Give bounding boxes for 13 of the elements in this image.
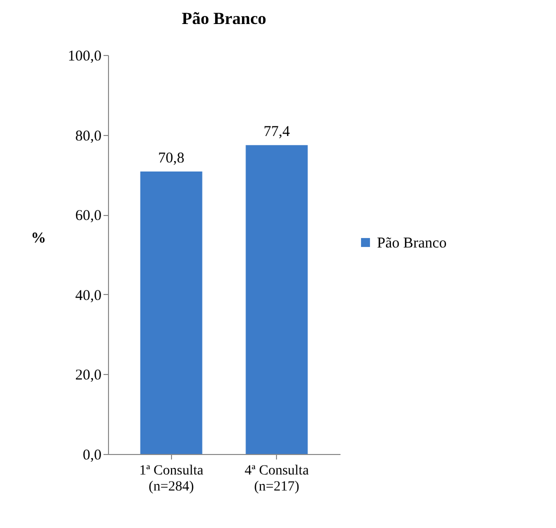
x-tick-label: 4ª Consulta (n=217) (244, 464, 310, 494)
y-tick-label: 100,0 (68, 48, 102, 64)
legend-label: Pão Branco (377, 236, 447, 252)
data-label: 77,4 (264, 124, 290, 140)
data-label: 70,8 (158, 150, 184, 167)
x-tick-label: 1ª Consulta (n=284) (139, 464, 204, 494)
y-axis-title: % (31, 230, 46, 246)
y-tick-label: 20,0 (75, 368, 102, 384)
y-tick-label: 60,0 (75, 208, 102, 224)
y-tick-label: 40,0 (75, 288, 102, 304)
y-tick-label: 0,0 (82, 448, 102, 464)
chart-title: Pão Branco (182, 9, 266, 28)
y-tick-label: 80,0 (75, 128, 102, 144)
